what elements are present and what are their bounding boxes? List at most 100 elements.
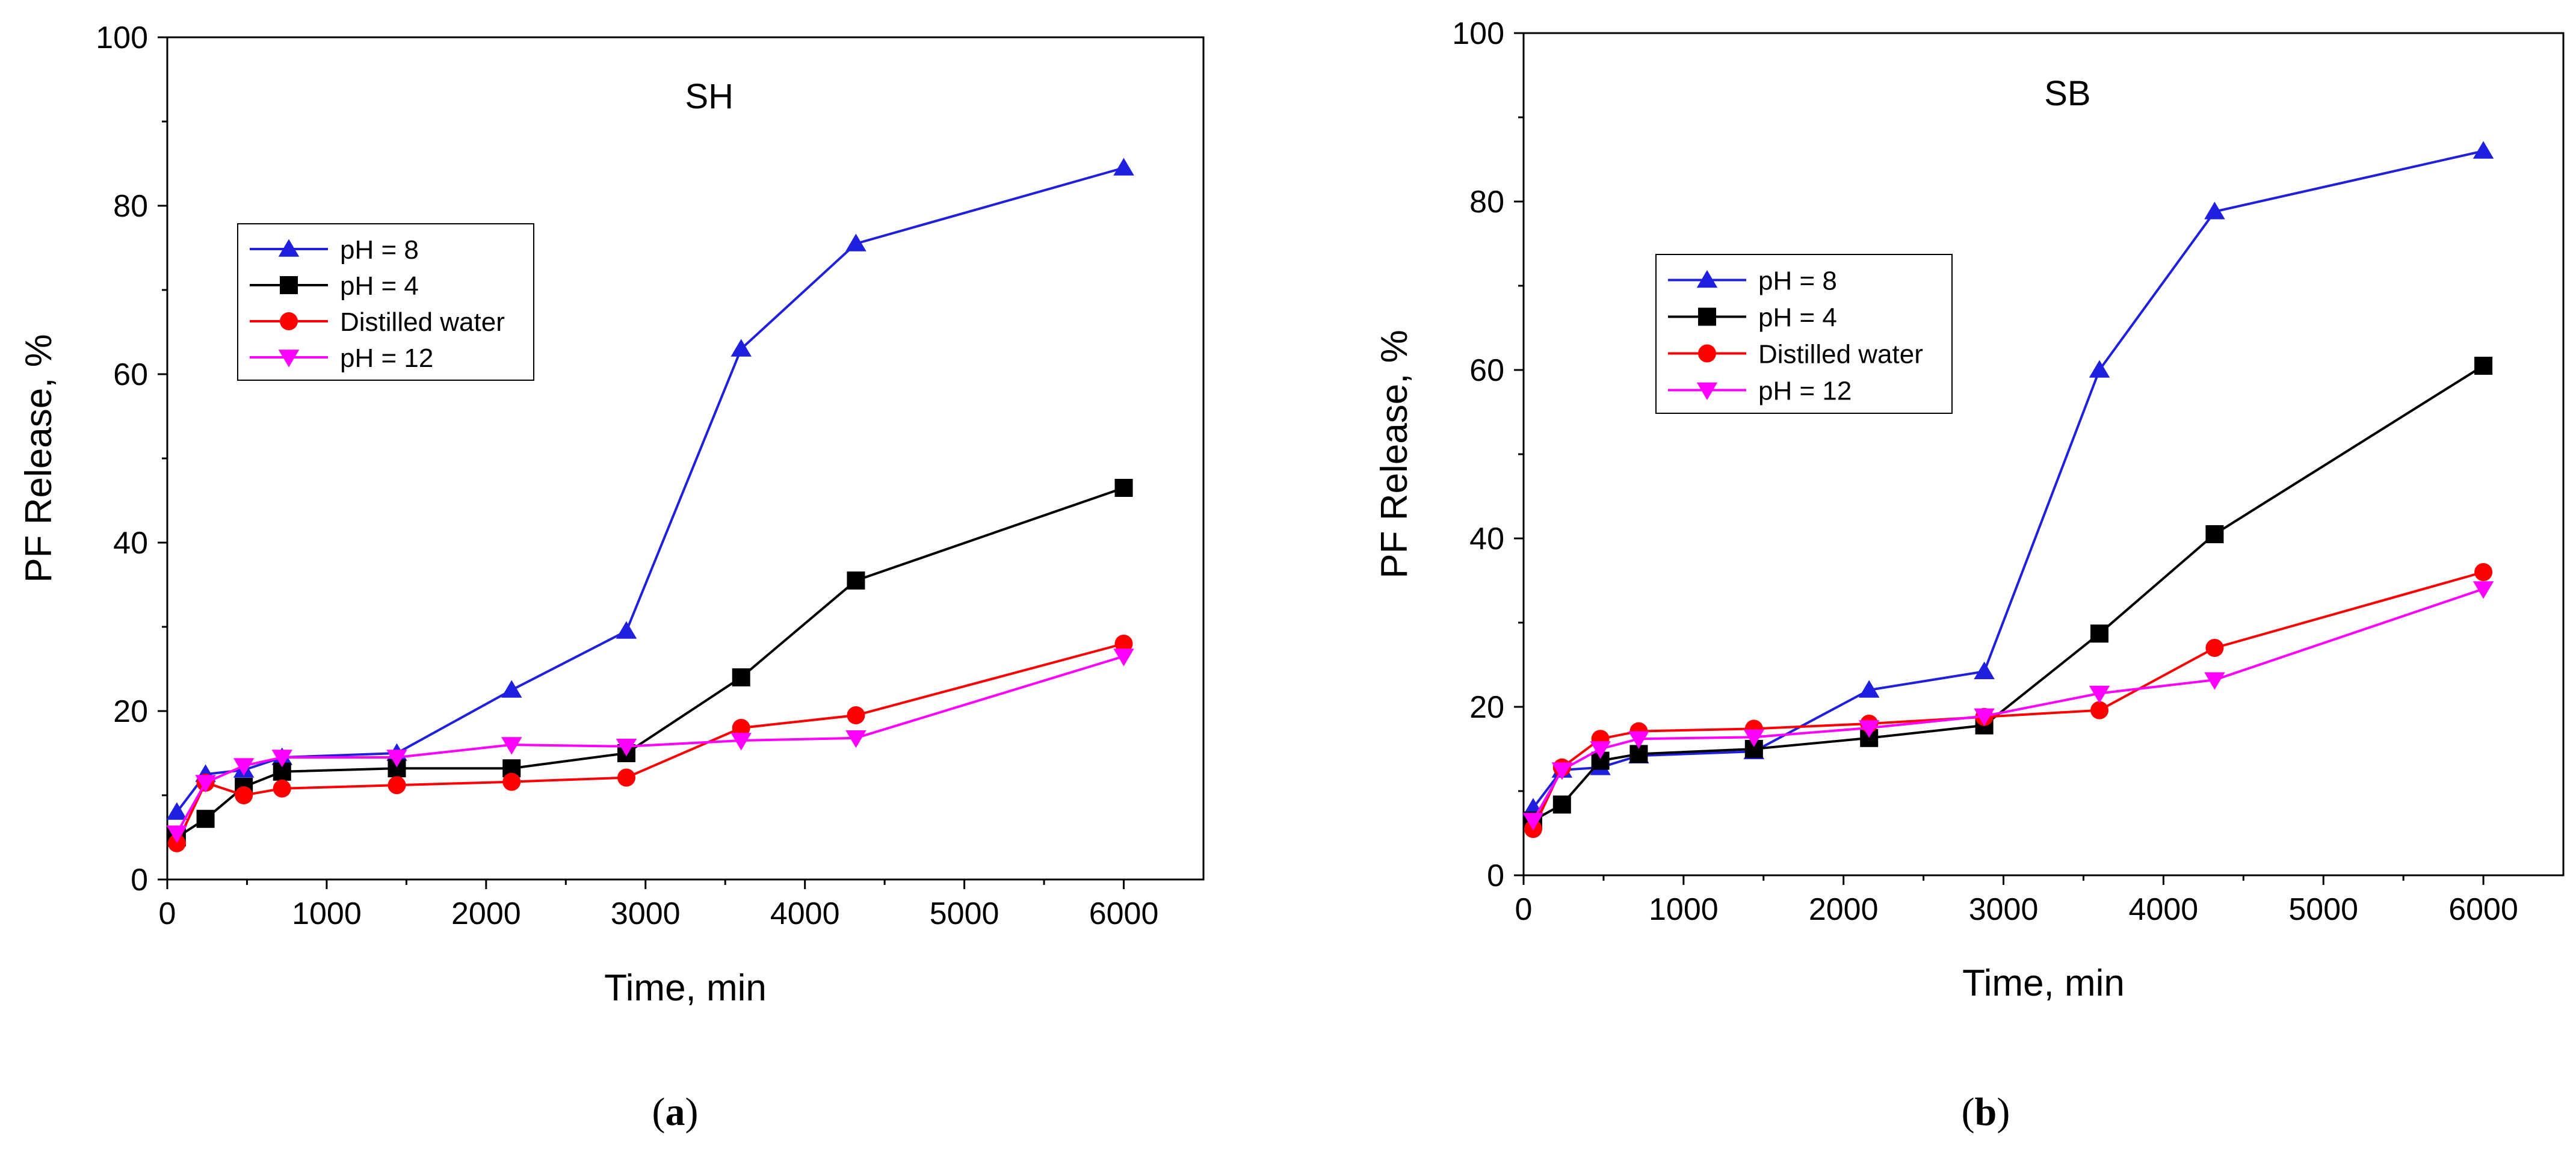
chart-b-data-point (2089, 360, 2110, 378)
chart-a-legend-label: pH = 4 (340, 271, 419, 301)
chart-b-data-point (1552, 795, 1571, 814)
chart-panel-sb: 0 1000 2000 3000 4000 5000 6000 0 20 40 60 80 100 Tim… (1374, 16, 2565, 1004)
chart-b-y-axis-title: PF Release, % (1374, 330, 1415, 579)
chart-b-data-point (2205, 525, 2224, 543)
chart-a-data-point (501, 680, 522, 698)
chart-a-data-point (845, 730, 866, 748)
chart-b-data-point (2090, 624, 2109, 643)
chart-a-x-tick-label: 4000 (770, 896, 840, 931)
chart-b-series-2 (1524, 563, 2493, 838)
chart-b-series-line (1532, 588, 2484, 821)
chart-b-series-line (1532, 365, 2485, 822)
chart-b-data-point (1628, 731, 1649, 749)
chart-b-x-tick-label: 5000 (2288, 892, 2358, 927)
chart-a-x-tick-label: 5000 (930, 896, 999, 931)
chart-b-legend-marker (1698, 344, 1716, 363)
panel-label-a-letter: a (666, 1090, 685, 1134)
chart-b-legend-marker (1698, 307, 1716, 326)
chart-a-data-point (386, 750, 407, 768)
chart-b-legend-item: pH = 4 (1668, 303, 1837, 333)
chart-b-y-tick-label: 60 (1469, 353, 1504, 388)
panel-label-b-letter: b (1975, 1090, 1997, 1134)
chart-b-y-tick-label: 100 (1452, 16, 1504, 51)
chart-a-legend-item: pH = 12 (250, 343, 433, 373)
chart-a-legend-marker (278, 239, 300, 257)
chart-b-title: SB (2044, 74, 2090, 113)
chart-a-series-line (176, 167, 1125, 813)
chart-b-x-tick-label: 0 (1515, 892, 1533, 927)
chart-a-series-2 (167, 635, 1133, 852)
chart-a-data-point (616, 739, 637, 757)
chart-a-data-point (235, 786, 253, 804)
chart-b-legend-item: pH = 8 (1668, 266, 1837, 296)
chart-a-x-tick-label: 1000 (292, 896, 362, 931)
chart-a-data-point (388, 776, 406, 795)
chart-a-legend-label: pH = 8 (340, 235, 419, 265)
chart-a-data-point (845, 233, 866, 251)
chart-a-y-tick-label: 60 (113, 357, 148, 392)
chart-a-legend-item: pH = 4 (250, 271, 419, 301)
chart-a-legend-label: Distilled water (340, 307, 505, 337)
chart-b-series-3 (1522, 581, 2494, 831)
chart-b-legend-label: Distilled water (1758, 340, 1923, 369)
chart-a-data-point (1114, 479, 1133, 497)
chart-b-series-line (1532, 571, 2484, 830)
chart-a-data-point (847, 706, 865, 724)
chart-b-data-point (2204, 202, 2225, 220)
chart-a-data-point (847, 571, 865, 590)
chart-b-legend-item: Distilled water (1668, 340, 1923, 369)
chart-a-series-line (176, 642, 1125, 844)
chart-a-data-point (1113, 648, 1134, 667)
chart-a-series-3 (166, 648, 1134, 843)
chart-b-legend-marker (1696, 270, 1718, 288)
chart-a-y-axis-title: PF Release, % (18, 334, 60, 583)
chart-a-y-tick-label: 100 (96, 20, 148, 55)
chart-a-series-1 (167, 479, 1133, 846)
chart-b-data-point (1974, 708, 1995, 726)
chart-a-data-point (1114, 635, 1133, 653)
chart-a-data-point (195, 775, 216, 793)
chart-a-series-line (176, 655, 1125, 834)
chart-b-data-point (1858, 720, 1880, 738)
chart-b-data-point (2474, 357, 2493, 375)
chart-a-x-tick-label: 0 (159, 896, 176, 931)
chart-a-legend-marker (280, 312, 298, 330)
chart-a-y-tick-label: 0 (131, 863, 148, 898)
chart-a-data-point (616, 621, 637, 639)
chart-a-data-point (166, 825, 188, 843)
chart-b-data-point (1590, 741, 1611, 759)
chart-b-legend-label: pH = 8 (1758, 266, 1837, 296)
chart-b-data-point (2473, 581, 2494, 599)
chart-panel-sh: 0 1000 2000 3000 4000 5000 6000 0 20 40 60 80 100 Tim… (18, 20, 1205, 1009)
chart-b-x-tick-label: 6000 (2448, 892, 2518, 927)
chart-a-legend-marker (278, 350, 300, 368)
chart-b-x-tick-label: 4000 (2129, 892, 2199, 927)
chart-b-data-point (2474, 563, 2493, 581)
chart-a-series-line (176, 487, 1125, 839)
chart-a-legend-label: pH = 12 (340, 343, 433, 373)
panel-label-b: (b) (1962, 1090, 2010, 1134)
chart-b-y-tick-label: 0 (1487, 858, 1504, 893)
chart-b-data-point (2090, 701, 2109, 719)
chart-b-legend-label: pH = 4 (1758, 303, 1837, 333)
chart-b-legend-label: pH = 12 (1758, 377, 1852, 406)
chart-b-x-tick-label: 3000 (1969, 892, 2039, 927)
chart-b-data-point (2204, 672, 2225, 690)
chart-b-legend: pH = 8 pH = 4 Distilled water pH = 12 (1655, 254, 1953, 414)
chart-b-data-point (2205, 639, 2224, 657)
chart-a-data-point (166, 802, 188, 820)
chart-b-data-point (2473, 141, 2494, 159)
chart-a-data-point (732, 719, 750, 737)
chart-b-data-point (2089, 685, 2110, 704)
chart-a-data-point (196, 810, 215, 828)
chart-b-series-1 (1524, 357, 2493, 830)
chart-a-legend-item: pH = 8 (250, 235, 419, 265)
chart-a-data-point (730, 733, 752, 751)
chart-b-y-tick-label: 40 (1469, 522, 1504, 556)
chart-a-data-point (502, 772, 521, 791)
chart-a-x-axis-title: Time, min (604, 967, 767, 1009)
chart-b-data-point (1551, 762, 1573, 780)
chart-b-y-tick-label: 20 (1469, 690, 1504, 725)
chart-a-data-point (501, 737, 522, 755)
